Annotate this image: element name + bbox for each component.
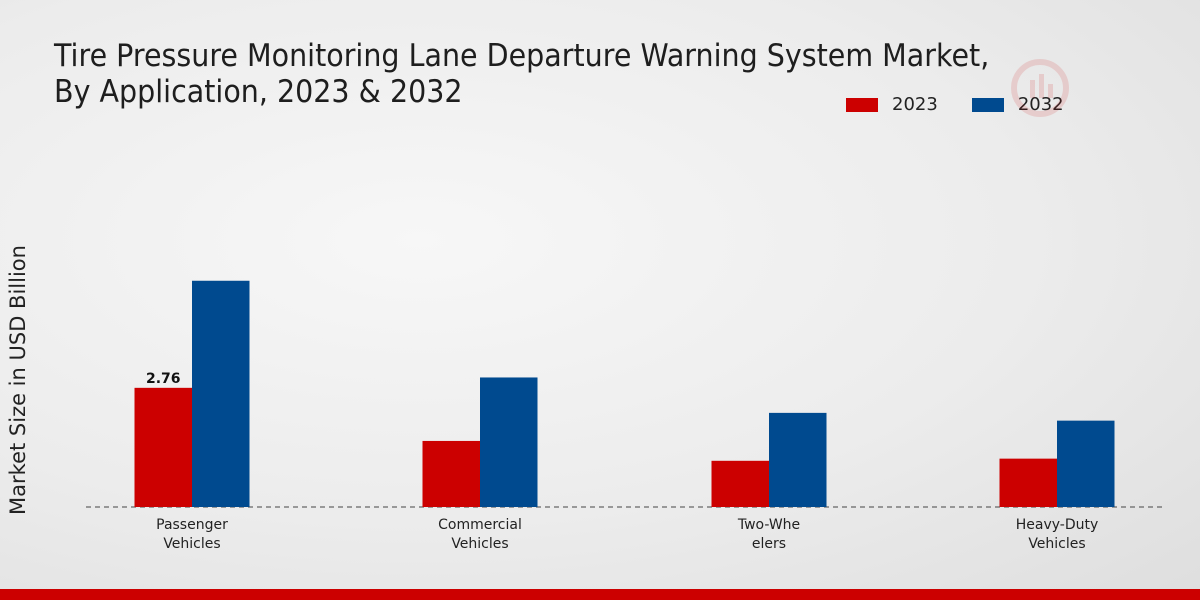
bar-2023-0 [134,387,192,507]
bar-2032-0 [192,280,250,507]
legend-swatch-2023 [846,97,878,112]
legend-label-2023: 2023 [892,94,938,115]
chart-title: Tire Pressure Monitoring Lane Departure … [54,38,990,110]
x-tick-label-2: Two-Whe elers [737,517,800,552]
bar-2032-1 [480,377,538,507]
legend-item-2023: 2023 [846,94,938,115]
legend-item-2032: 2032 [971,94,1064,115]
legend: 2023 2032 [846,94,1098,115]
bar-2023-1 [422,440,480,507]
x-tick-label-3: Heavy-Duty Vehicles [1016,517,1099,552]
watermark-logo-icon [1011,59,1069,117]
bar-2032-2 [769,412,827,507]
bar-2032-3 [1057,420,1115,507]
data-label-0: 2.76 [146,371,181,387]
legend-swatch-2032 [971,97,1004,112]
legend-label-2032: 2032 [1017,94,1064,115]
x-tick-label-1: Commercial Vehicles [438,517,522,552]
bar-2023-2 [711,460,769,507]
bar-2023-3 [999,458,1057,507]
x-tick-label-0: Passenger Vehicles [156,517,228,552]
bottom-accent-strip [0,589,1200,600]
